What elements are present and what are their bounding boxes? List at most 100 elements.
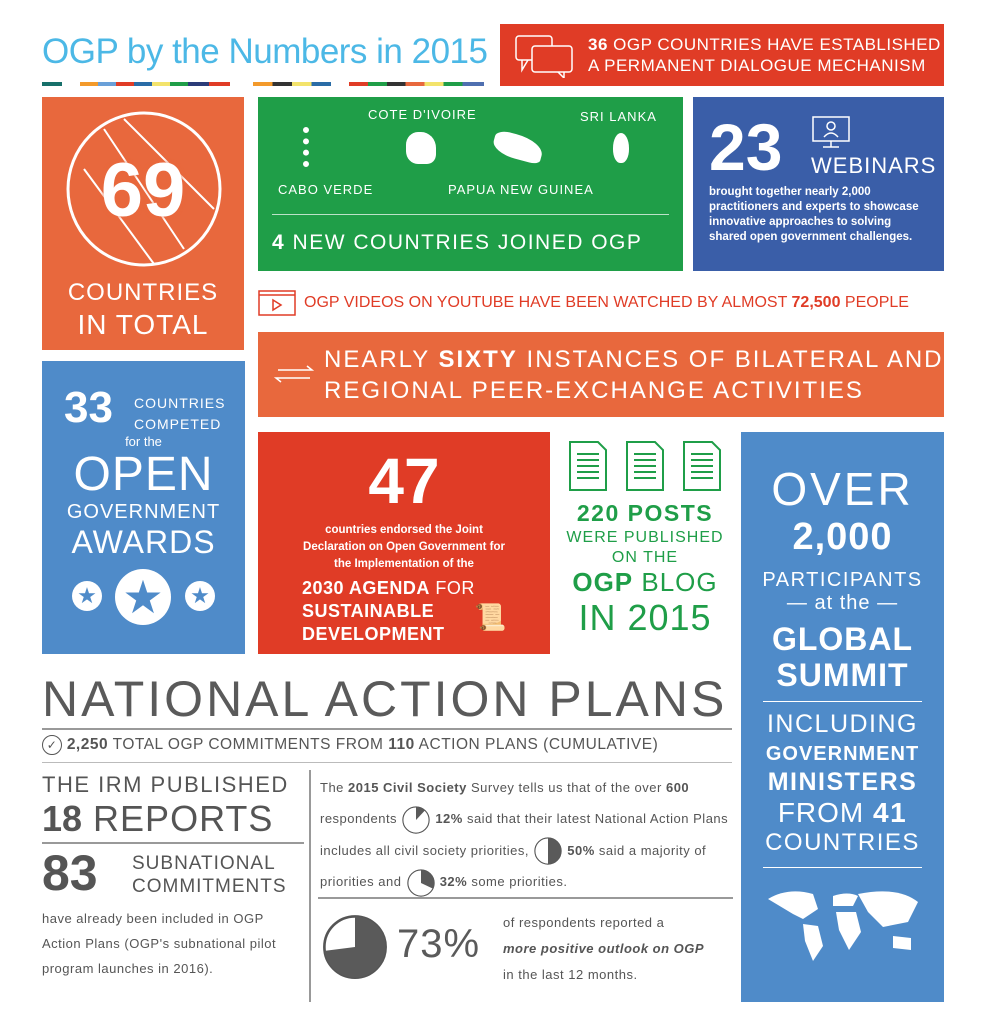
exchange-arrows-icon [274, 365, 314, 383]
irm-text: have already been included in OGP Action… [42, 911, 277, 976]
nap-heading: NATIONAL ACTION PLANS [42, 671, 728, 727]
irm-text: COMMITMENTS [132, 876, 287, 897]
world-map-icon [767, 891, 918, 961]
agenda-text: countries endorsed the Joint Declaration… [303, 524, 505, 570]
outlook-italic: more positive outlook on OGP [503, 941, 705, 956]
webinars-count: 23 [709, 110, 783, 184]
new-countries-tile: CABO VERDE COTE D'IVOIRE PAPUA NEW GUINE… [258, 97, 683, 271]
action-plans-count: 110 [388, 736, 415, 754]
awards-text: for the [125, 434, 162, 449]
youtube-text: PEOPLE [840, 294, 909, 311]
new-countries-count: 4 [272, 231, 286, 254]
awards-text: AWARDS [71, 524, 216, 560]
survey-bold: 12% [435, 811, 463, 826]
bilateral-text: NEARLY [324, 346, 439, 373]
bilateral-text: REGIONAL PEER-EXCHANGE ACTIVITIES [324, 377, 864, 404]
posts-text: BLOG [633, 567, 718, 597]
summit-count: 41 [873, 797, 908, 828]
commitments-stat: ✓ 2,250 TOTAL OGP COMMITMENTS FROM 110 A… [42, 735, 658, 755]
irm-text: THE IRM PUBLISHED [42, 772, 289, 797]
country-name: SRI LANKA [580, 109, 657, 124]
bilateral-text: INSTANCES OF BILATERAL AND [517, 346, 944, 373]
presenter-icon [812, 116, 850, 148]
webinars-label: WEBINARS [811, 153, 937, 178]
summit-bold: MINISTERS [767, 768, 918, 796]
document-icon [683, 441, 721, 491]
posts-bold: OGP [572, 567, 634, 597]
countries-count: 69 [100, 148, 186, 233]
bilateral-count: SIXTY [438, 346, 518, 373]
countries-total-tile: 69 COUNTRIES IN TOTAL [42, 97, 244, 350]
posts-text: ON THE [611, 549, 679, 566]
divider [318, 897, 733, 899]
blog-posts-stat: 220 POSTS WERE PUBLISHED ON THE OGP BLOG… [560, 440, 730, 638]
survey-bold: 600 [665, 780, 690, 795]
speech-bubbles-icon [515, 35, 573, 78]
document-icons [560, 440, 730, 492]
dialogue-text: OGP COUNTRIES HAVE ESTABLISHED [607, 35, 941, 54]
countries-label: IN TOTAL [77, 309, 209, 340]
pie-73-chart [323, 915, 387, 979]
global-summit-tile: OVER 2,000 PARTICIPANTS — at the — GLOBA… [741, 432, 944, 1002]
agenda-bold: 2030 AGENDA [302, 578, 430, 598]
pie-50-icon [534, 837, 562, 865]
survey-bold: 32% [439, 874, 468, 890]
youtube-stat: OGP VIDEOS ON YOUTUBE HAVE BEEN WATCHED … [258, 290, 948, 316]
youtube-text: OGP VIDEOS ON YOUTUBE HAVE BEEN WATCHED … [304, 294, 792, 311]
summit-count: 2,000 [792, 516, 893, 558]
new-countries-text: NEW COUNTRIES JOINED OGP [285, 231, 643, 254]
scroll-pen-icon: 📜 [474, 602, 507, 632]
pie-slice [420, 869, 434, 889]
dialogue-count: 36 [588, 35, 608, 54]
video-play-icon [258, 290, 296, 316]
country-name: PAPUA NEW GUINEA [448, 182, 594, 197]
divider [42, 728, 732, 730]
globe-icon [66, 111, 222, 267]
youtube-count: 72,500 [791, 294, 841, 311]
summit-text: — at the — [786, 592, 899, 614]
posts-text: WERE PUBLISHED [566, 529, 724, 546]
outlook-text: of respondents reported a [503, 915, 665, 930]
pie-12-icon [402, 805, 430, 834]
divider [42, 762, 732, 763]
agenda-tile: 47 countries endorsed the Joint Declarat… [258, 432, 550, 654]
posts-text: IN 2015 [578, 597, 712, 638]
awards-count: 33 [64, 383, 113, 432]
posts-count: 220 POSTS [576, 500, 714, 526]
pie-slice [548, 838, 562, 865]
summit-bold: GLOBAL [771, 621, 914, 657]
webinars-tile: 23 WEBINARS brought together nearly 2,00… [693, 97, 944, 271]
country-name: COTE D'IVOIRE [368, 107, 477, 122]
pie-slice [416, 806, 426, 820]
irm-text: REPORTS [82, 798, 274, 839]
summit-text: INCLUDING [766, 710, 918, 738]
survey-text: The 2015 Civil Society Survey tells us t… [320, 772, 735, 898]
vertical-divider [309, 770, 311, 1002]
summit-bold: SUMMIT [776, 657, 909, 693]
irm-text: SUBNATIONAL [132, 853, 276, 874]
awards-text: GOVERNMENT [66, 501, 221, 523]
commitments-count: 2,250 [66, 736, 109, 754]
irm-section: THE IRM PUBLISHED 18 REPORTS 83 SUBNATIO… [42, 772, 304, 981]
summit-text: OVER [771, 463, 914, 515]
page-title: OGP by the Numbers in 2015 [42, 32, 488, 71]
country-name: CABO VERDE [278, 182, 374, 197]
commitments-text: ACTION PLANS (CUMULATIVE) [414, 736, 659, 754]
document-icon [626, 441, 664, 491]
agenda-text: FOR [429, 578, 475, 598]
pie-32-icon [406, 869, 435, 897]
document-icon [569, 441, 607, 491]
bilateral-tile: NEARLY SIXTY INSTANCES OF BILATERAL AND … [258, 332, 944, 417]
awards-text: OPEN [73, 448, 214, 501]
survey-text: The [320, 780, 349, 795]
summit-bold: GOVERNMENT [765, 743, 920, 765]
check-circle-icon: ✓ [42, 735, 62, 755]
survey-text: Survey tells us that of the over [466, 780, 662, 795]
survey-text: respondents [320, 811, 398, 826]
summit-text: at the [814, 592, 871, 614]
dialogue-text: A PERMANENT DIALOGUE MECHANISM [588, 56, 926, 75]
subnational-count: 83 [42, 845, 98, 901]
survey-bold: 2015 Civil Society [348, 780, 467, 795]
awards-tile: 33 COUNTRIES COMPETED for the OPEN GOVERN… [42, 361, 245, 654]
survey-text: said that their latest National Action P… [320, 811, 729, 858]
